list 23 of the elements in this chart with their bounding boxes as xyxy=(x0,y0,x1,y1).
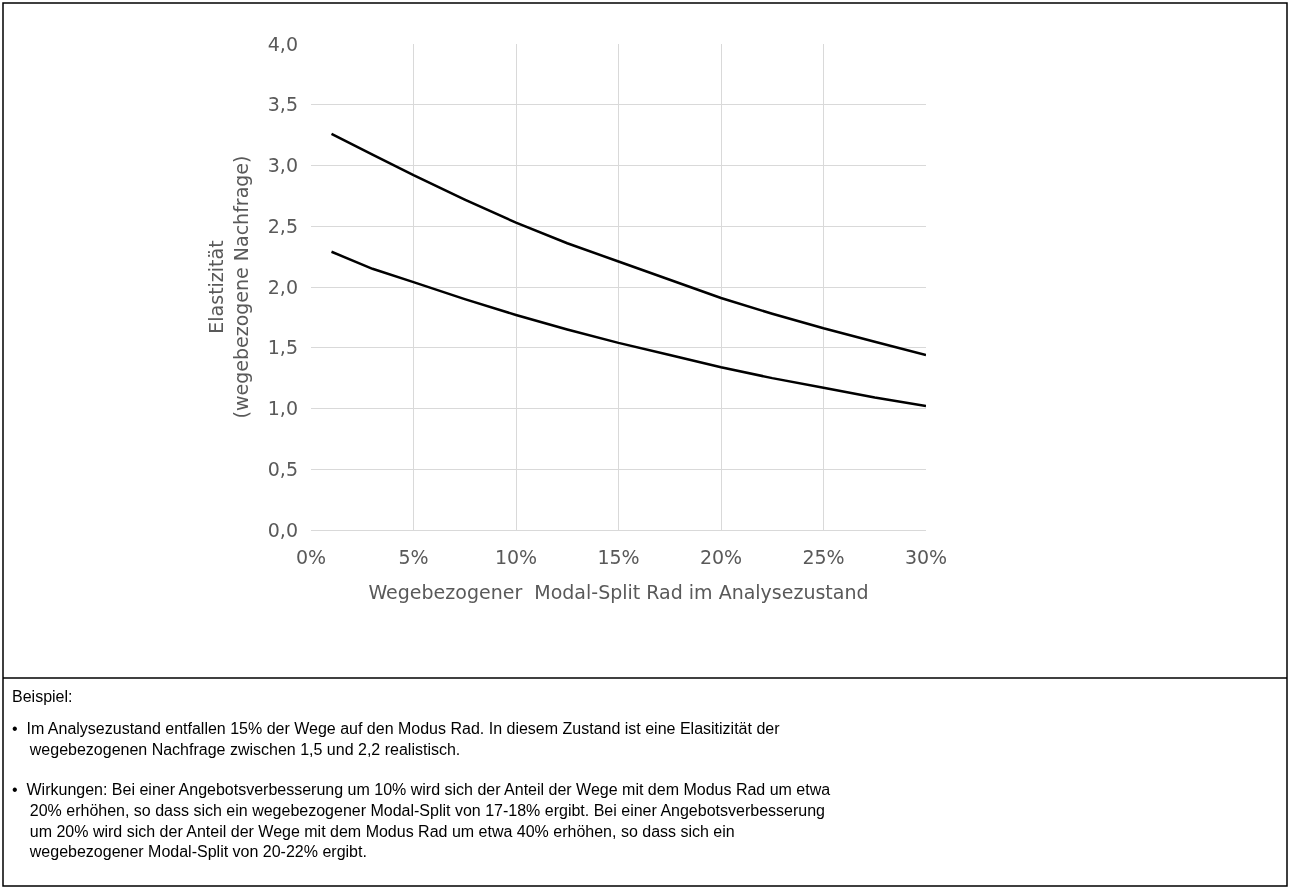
text: Beispiel: xyxy=(12,688,73,705)
x-tick-label: 20% xyxy=(699,545,743,568)
x-tick-label: 25% xyxy=(802,545,845,568)
y-tick-label: 2,5 xyxy=(267,214,298,237)
x-tick-label: 15% xyxy=(597,545,640,568)
text: • Im Analysezustand entfallen 15% der Wege auf den Modus Rad. In diesem Zustand ist eine Elasitizität der wegebezogenen Nachfrage zwischen 1,5 und 2,2 realistisch. xyxy=(12,720,781,758)
y-tick-label: 0,5 xyxy=(267,457,298,480)
y-tick-label: 4,0 xyxy=(267,32,298,55)
x-tick-label: 10% xyxy=(494,545,538,568)
y-tick-label: 3,0 xyxy=(267,154,298,177)
y-tick-label: 0,0 xyxy=(267,518,298,541)
x-tick-label: 5% xyxy=(398,545,429,568)
y-tick-label: 1,5 xyxy=(267,336,298,359)
y-tick-label: 1,0 xyxy=(267,397,298,420)
line-series xyxy=(330,132,926,357)
x-tick-label: 0% xyxy=(295,545,327,568)
y-tick-label: 2,0 xyxy=(267,275,298,298)
y-axis-title: Elastizität (wegebezogene Nachfrage) xyxy=(204,155,252,419)
x-tick-label: 30% xyxy=(904,545,948,568)
x-axis-title: Wegebezogener Modal-Split Rad im Analysezustand xyxy=(368,580,869,603)
text: • Wirkungen: Bei einer Angebotsverbesserung um 10% wird sich der Anteil der Wege mit dem Modus Rad um etwa 20% erhöhen, so dass sich ein wegebezogener Modal-Split von 17-18% ergibt. Bei einer Angebotsverbesserung um 20% wird sich der Anteil der Wege mit dem Modus Rad um etwa 40% erhöhen, so dass sich ein wegebezogener Modal-Split von 20-22% ergibt. xyxy=(12,781,831,861)
line-series xyxy=(330,250,926,408)
y-tick-label: 3,5 xyxy=(267,93,298,116)
